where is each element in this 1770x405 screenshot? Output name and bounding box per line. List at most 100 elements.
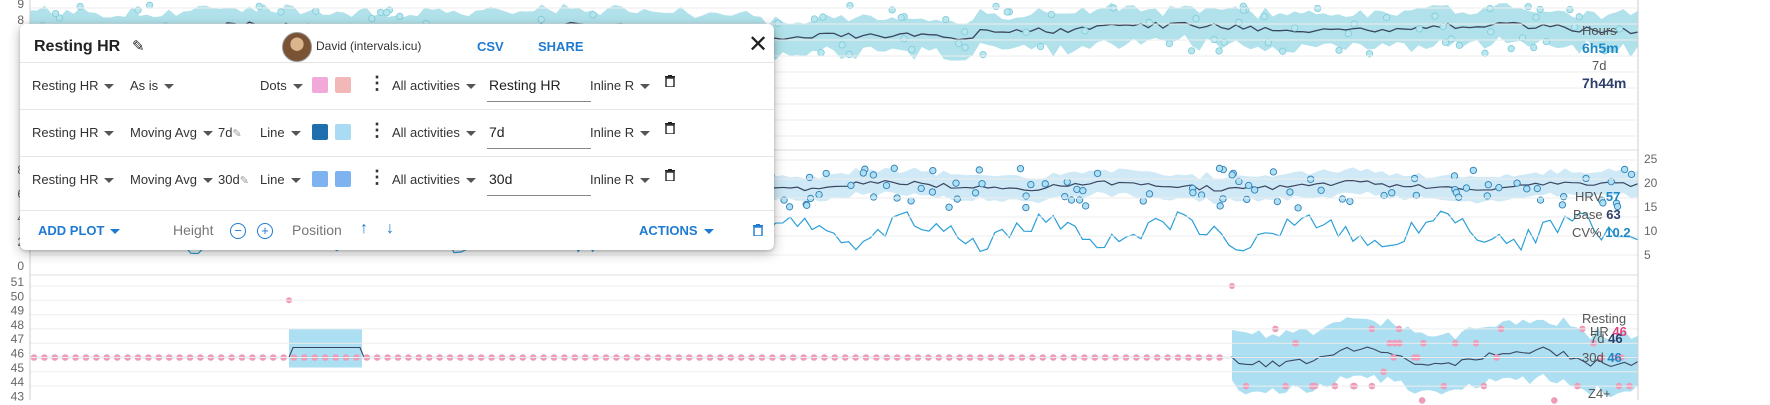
- transform-value: As is: [130, 78, 159, 93]
- hrv-dot: [869, 171, 878, 179]
- hours-dot: [1441, 38, 1450, 46]
- hours-dot: [1187, 47, 1196, 55]
- resting-dot: [1551, 397, 1558, 404]
- plot-row: Resting HR Moving Avg 30d✎ Line ⋮ All activit…: [20, 156, 774, 203]
- base-label: Base: [1573, 207, 1603, 222]
- window-field[interactable]: 7d✎: [218, 125, 242, 140]
- position-select[interactable]: Inline R: [590, 125, 651, 140]
- hrv-dot: [1450, 172, 1459, 180]
- hr-value: 46: [1612, 324, 1627, 339]
- hrv-dot: [1251, 186, 1259, 194]
- hrv-dot: [822, 169, 830, 178]
- hours-dot: [961, 43, 969, 52]
- hrv-dot: [1613, 202, 1622, 211]
- more-options-icon[interactable]: ⋮: [368, 73, 386, 93]
- hours-dot: [1455, 41, 1463, 49]
- filter-select[interactable]: All activities: [392, 172, 476, 187]
- label-input[interactable]: 7d: [487, 118, 591, 149]
- hrv-dot: [1022, 203, 1030, 212]
- avatar[interactable]: [282, 32, 312, 62]
- style-select[interactable]: Dots: [260, 78, 303, 93]
- hrv-dot: [1073, 185, 1081, 194]
- label-input[interactable]: Resting HR: [487, 71, 591, 102]
- color-swatch-primary[interactable]: [312, 124, 328, 140]
- height-decrease-icon[interactable]: −: [230, 223, 246, 239]
- chevron-down-icon: [465, 84, 476, 90]
- more-options-icon[interactable]: ⋮: [368, 167, 386, 187]
- hours-dot: [955, 39, 963, 48]
- field-select[interactable]: Resting HR: [32, 125, 115, 140]
- actions-button[interactable]: ACTIONS: [639, 223, 714, 238]
- label-value: 7d: [489, 124, 505, 140]
- hrv-dot: [1582, 174, 1590, 183]
- delete-all-icon[interactable]: [753, 224, 763, 236]
- resting-y-tick: 43: [11, 389, 25, 403]
- filter-select[interactable]: All activities: [392, 78, 476, 93]
- resting-y-tick: 46: [11, 347, 25, 361]
- hours-dot: [396, 12, 404, 20]
- hrv-dot: [1483, 192, 1491, 200]
- delete-row-icon[interactable]: [665, 122, 675, 134]
- color-swatch-secondary[interactable]: [335, 171, 351, 187]
- color-swatch-secondary[interactable]: [335, 124, 351, 140]
- label-input[interactable]: 30d: [487, 165, 591, 196]
- hrv-dot: [1269, 168, 1278, 176]
- hrv-dot: [1620, 165, 1629, 174]
- color-swatch-secondary[interactable]: [335, 77, 351, 93]
- hrv-dot: [1079, 187, 1087, 195]
- close-icon[interactable]: ✕: [748, 31, 769, 58]
- field-select[interactable]: Resting HR: [32, 78, 115, 93]
- style-select[interactable]: Line: [260, 172, 301, 187]
- hours-dot: [1532, 13, 1540, 21]
- period-value: 7h44m: [1582, 75, 1627, 91]
- chevron-down-icon: [104, 178, 115, 184]
- height-increase-icon[interactable]: +: [257, 223, 273, 239]
- color-swatch-primary[interactable]: [312, 77, 328, 93]
- field-select[interactable]: Resting HR: [32, 172, 115, 187]
- chevron-down-icon: [465, 131, 476, 137]
- field-value: Resting HR: [32, 172, 99, 187]
- hrv-dot: [1243, 195, 1251, 204]
- field-value: Resting HR: [32, 78, 99, 93]
- edit-window-icon: ✎: [232, 128, 242, 140]
- transform-select[interactable]: Moving Avg: [130, 125, 213, 140]
- share-button[interactable]: SHARE: [538, 39, 584, 54]
- delete-row-icon[interactable]: [665, 169, 675, 181]
- filter-select[interactable]: All activities: [392, 125, 476, 140]
- hrv-dot: [1560, 193, 1568, 201]
- actions-label: ACTIONS: [639, 223, 698, 238]
- color-swatch-primary[interactable]: [312, 171, 328, 187]
- style-select[interactable]: Line: [260, 125, 301, 140]
- hours-dot: [942, 15, 950, 24]
- position-select[interactable]: Inline R: [590, 172, 651, 187]
- add-plot-label: ADD PLOT: [38, 223, 105, 238]
- window-value: 30d: [218, 172, 240, 187]
- edit-title-icon[interactable]: ✎: [132, 38, 145, 55]
- more-options-icon[interactable]: ⋮: [368, 120, 386, 140]
- position-select[interactable]: Inline R: [590, 78, 651, 93]
- window-field[interactable]: 30d✎: [218, 172, 249, 187]
- hours-dot: [146, 1, 154, 9]
- transform-select[interactable]: Moving Avg: [130, 172, 213, 187]
- hrv-dot: [1219, 195, 1227, 203]
- transform-select[interactable]: As is: [130, 78, 175, 93]
- move-down-icon[interactable]: ↓: [386, 220, 394, 237]
- add-plot-button[interactable]: ADD PLOT: [38, 223, 121, 238]
- d7-label: 7d: [1590, 331, 1605, 346]
- hrv-dot: [1462, 184, 1471, 192]
- hr-label: HR: [1590, 324, 1609, 339]
- hrv-dot: [815, 190, 823, 199]
- hrv-left-tick: 0: [17, 259, 24, 273]
- hrv-dot: [1388, 189, 1396, 197]
- delete-row-icon[interactable]: [665, 75, 675, 87]
- hours-dot: [1081, 27, 1089, 35]
- chevron-down-icon: [164, 84, 175, 90]
- position-value: Inline R: [590, 125, 635, 140]
- style-value: Line: [260, 125, 285, 140]
- hrv-dot: [1513, 179, 1521, 187]
- hours-dot: [1365, 50, 1374, 58]
- csv-button[interactable]: CSV: [477, 39, 504, 54]
- move-up-icon[interactable]: ↑: [360, 220, 368, 237]
- hours-dot: [1431, 12, 1439, 20]
- hrv-value: 57: [1605, 189, 1621, 204]
